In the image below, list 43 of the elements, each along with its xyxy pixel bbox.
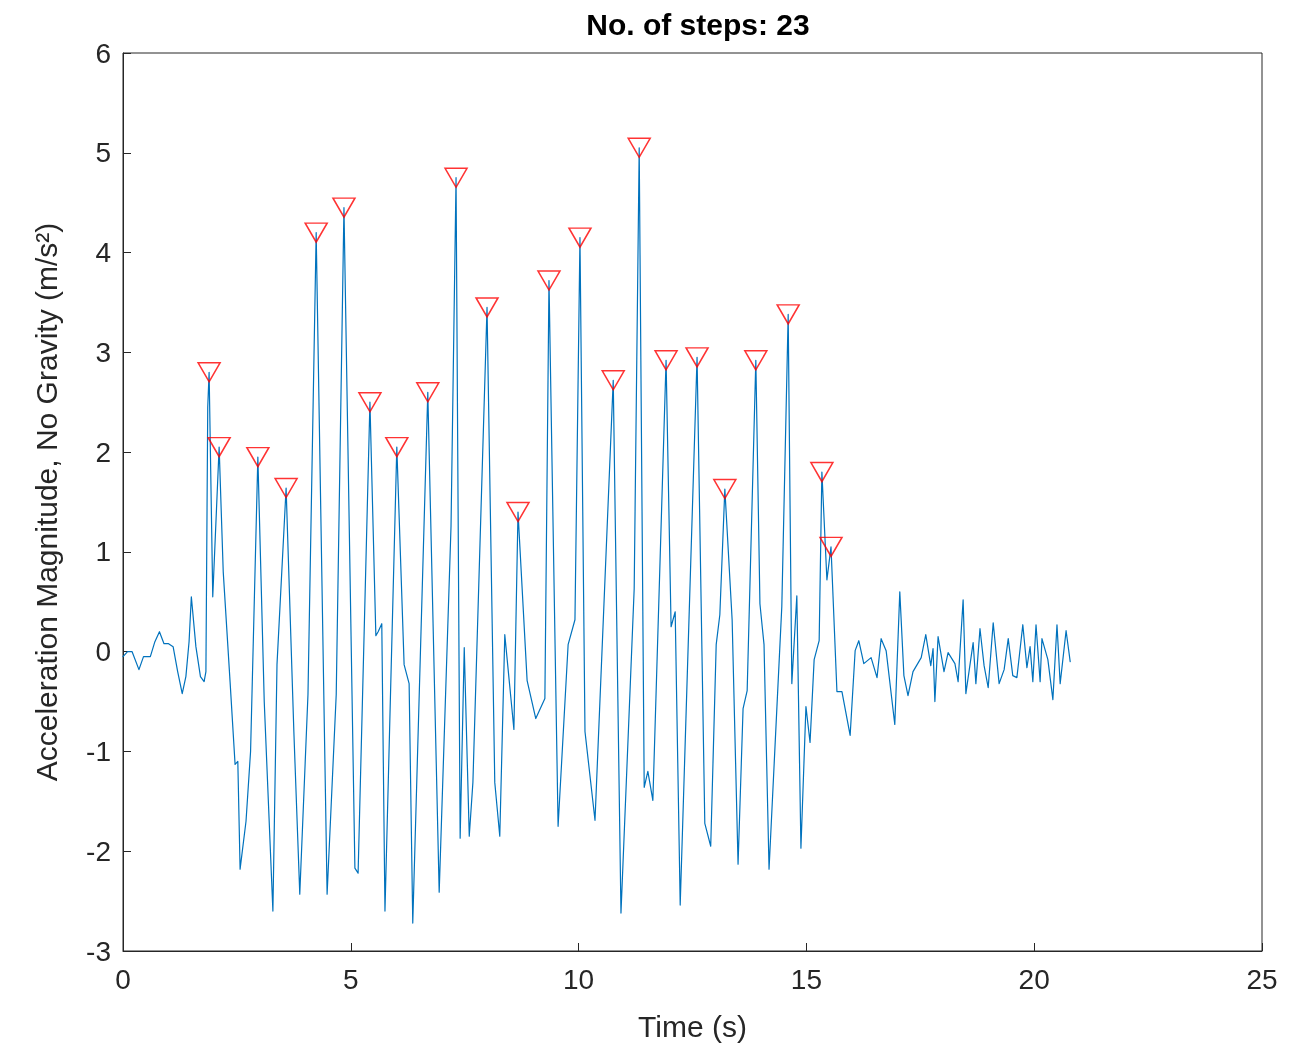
point <box>385 436 409 458</box>
point <box>568 227 592 248</box>
point <box>416 381 440 403</box>
x-tick-label: 15 <box>790 963 822 995</box>
line-series <box>122 147 1071 924</box>
point <box>601 370 625 391</box>
x-tick-label: 10 <box>563 963 595 995</box>
point <box>654 350 678 371</box>
y-tick-label: 2 <box>95 436 111 468</box>
y-tick-label: -2 <box>86 835 111 867</box>
y-tick-label: 3 <box>95 336 111 368</box>
y-tick-label: 1 <box>95 536 111 568</box>
x-tick-label: 0 <box>115 963 131 995</box>
point <box>713 478 737 500</box>
x-tick-label: 20 <box>1018 963 1050 995</box>
point <box>685 347 709 368</box>
y-tick-label: 4 <box>95 237 111 269</box>
y-tick-label: 0 <box>95 636 111 668</box>
y-tick-label: 6 <box>95 37 111 69</box>
point <box>776 304 800 325</box>
point <box>744 350 768 371</box>
point <box>358 391 382 413</box>
x-tick-label: 5 <box>343 963 359 995</box>
y-axis-title: Acceleration Magnitude, No Gravity (m/s²) <box>29 222 63 782</box>
chart-title: No. of steps: 23 <box>586 7 810 41</box>
y-tick-label: -3 <box>86 935 111 967</box>
point <box>207 436 231 458</box>
y-tick-label: -1 <box>86 735 111 767</box>
point <box>506 501 530 523</box>
point <box>627 137 651 159</box>
point <box>274 477 298 499</box>
x-tick-label: 25 <box>1246 963 1278 995</box>
point <box>810 461 834 483</box>
point <box>304 222 328 243</box>
point <box>475 297 499 318</box>
point <box>197 362 221 383</box>
x-axis-title: Time (s) <box>638 1009 747 1043</box>
point <box>332 197 356 218</box>
point <box>819 536 843 558</box>
point <box>444 167 468 188</box>
y-tick-label: 5 <box>95 137 111 169</box>
point <box>537 270 561 291</box>
point <box>246 446 270 468</box>
